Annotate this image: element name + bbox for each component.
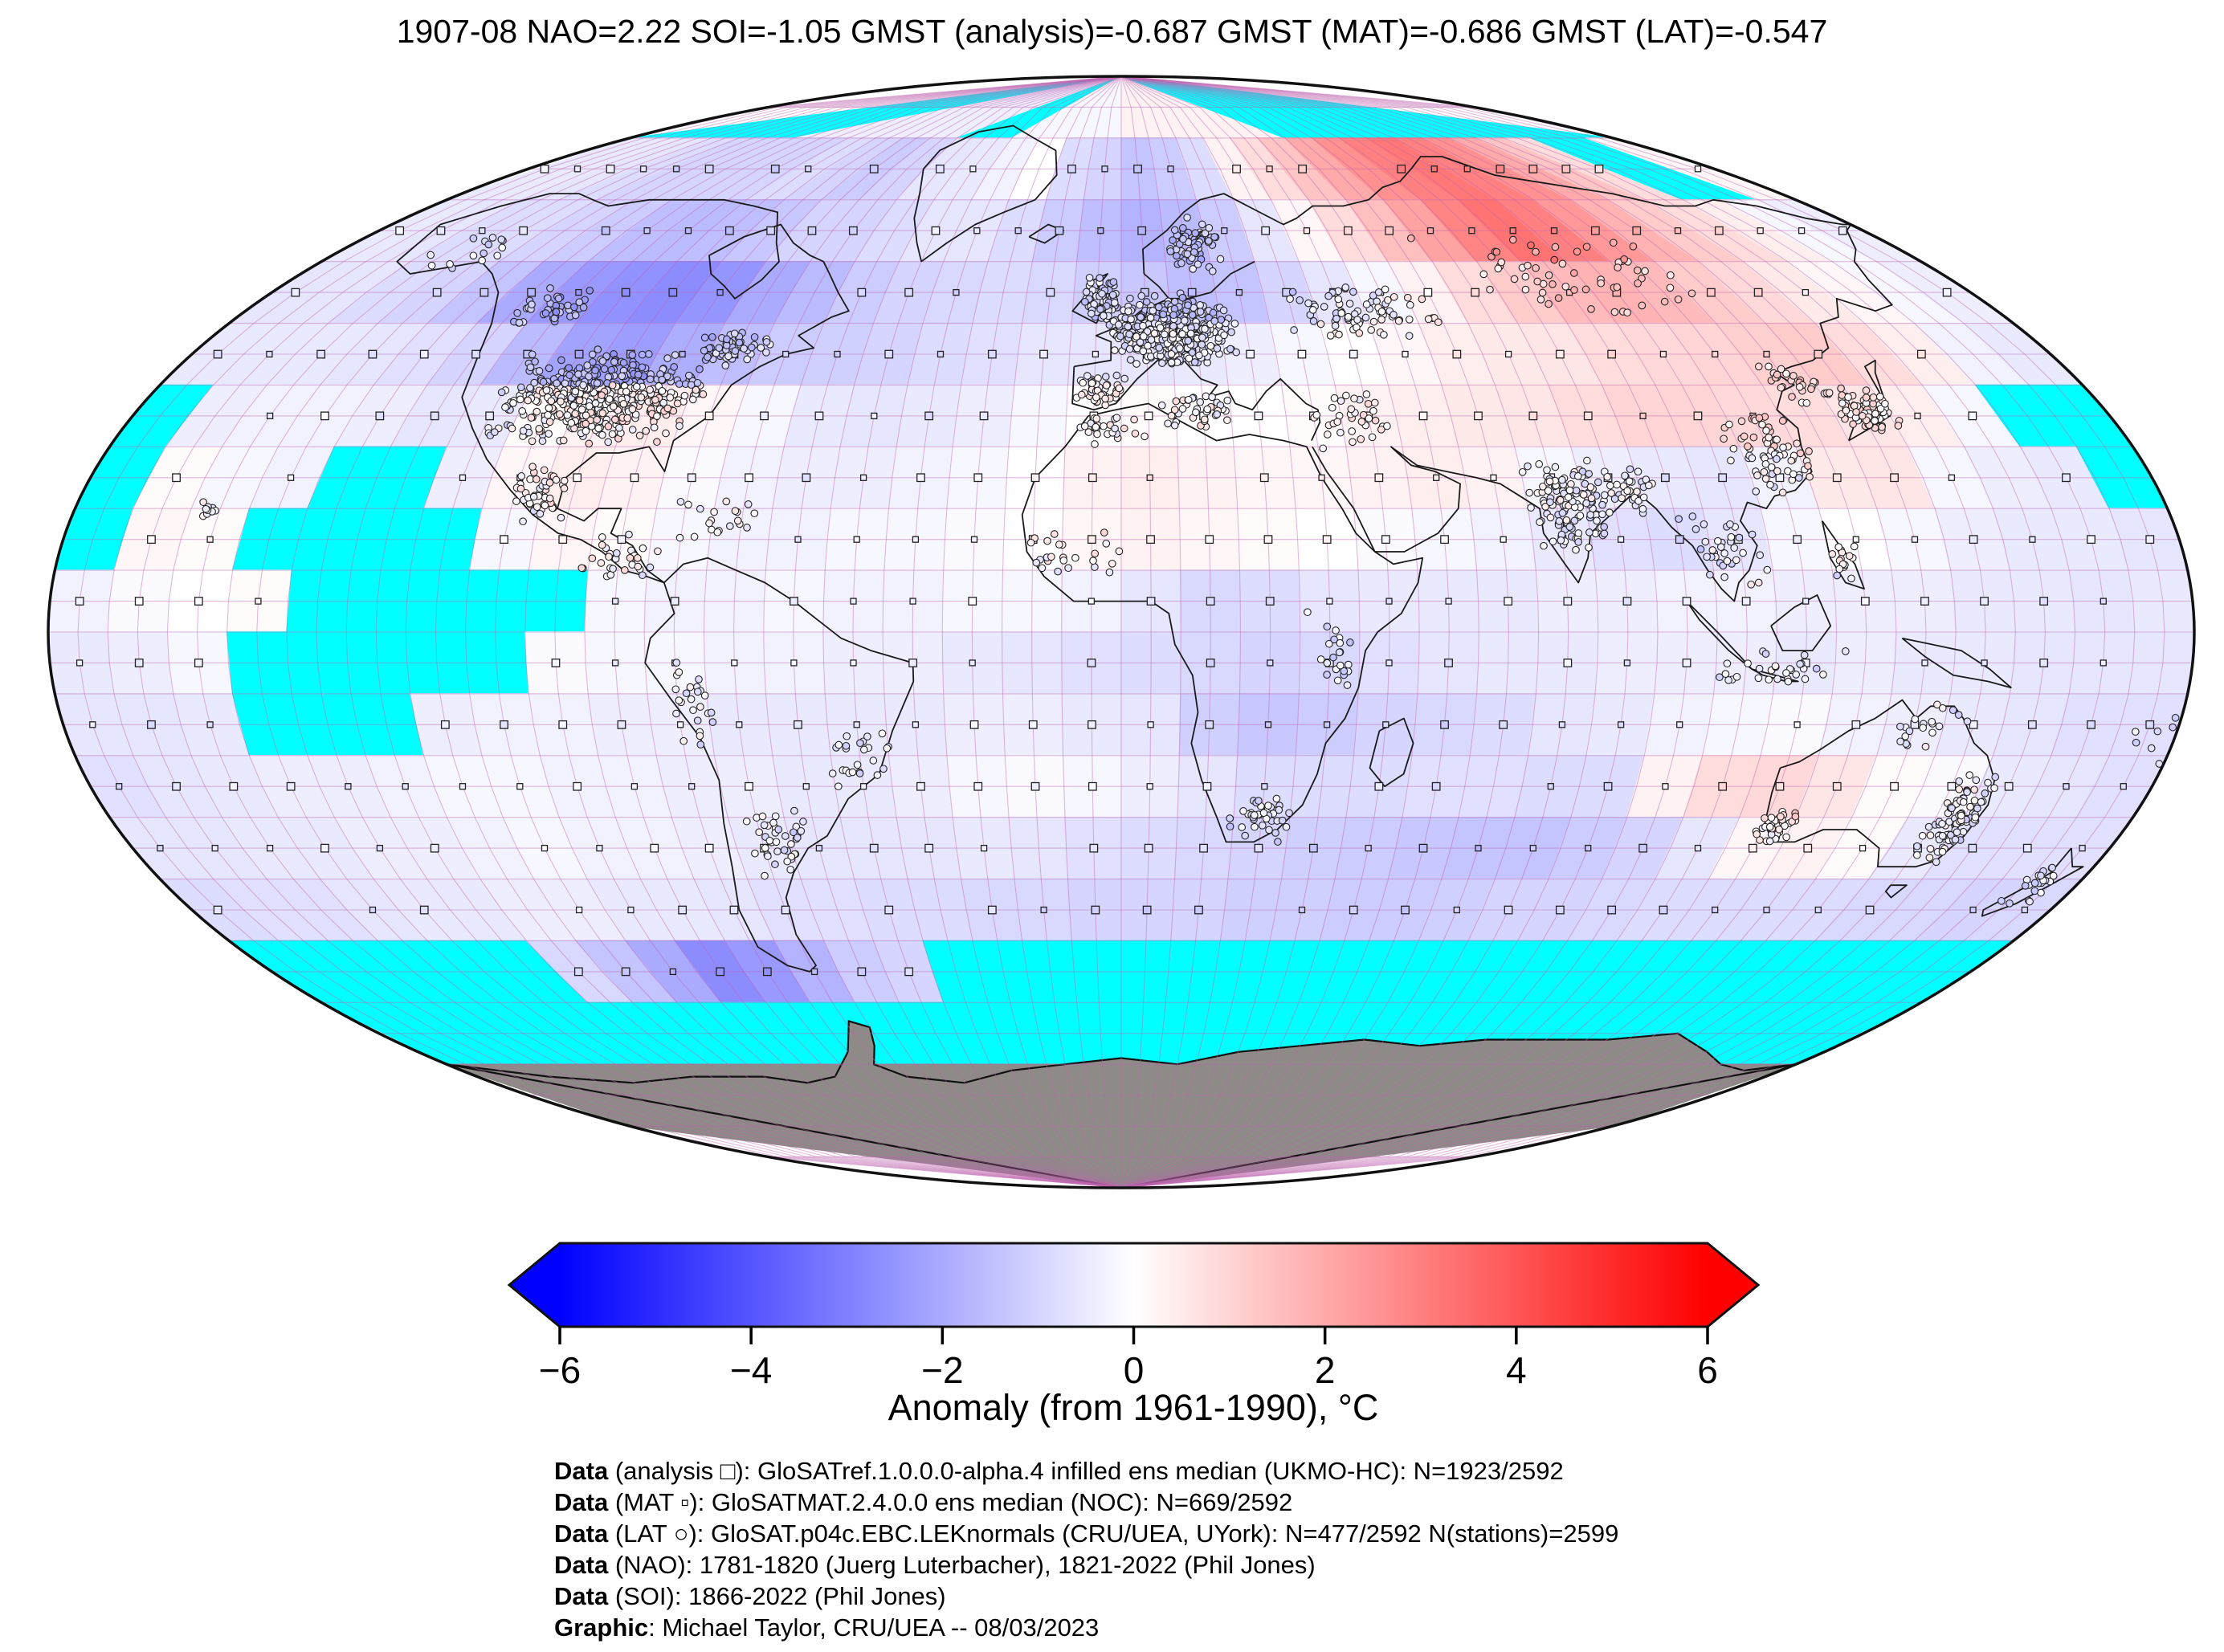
svg-text:0: 0 [1124,1349,1145,1391]
svg-text:−4: −4 [730,1349,772,1391]
antarctica-land [447,1019,1796,1188]
map-outline [47,75,2196,1189]
colorbar-axis-label: Anomaly (from 1961-1990), °C [888,1387,1379,1428]
caption-line: Data (LAT ○): GloSAT.p04c.EBC.LEKnormals… [554,1519,1619,1548]
caption-line: Data (analysis □): GloSATref.1.0.0.0-alp… [554,1457,1564,1485]
colorbar: −6 −4 −2 0 2 4 6 [507,1242,1761,1391]
figure-caption: Data (analysis □): GloSATref.1.0.0.0-alp… [554,1455,1618,1643]
caption-line: Graphic: Michael Taylor, CRU/UEA -- 08/0… [554,1613,1100,1642]
svg-text:2: 2 [1315,1349,1336,1391]
svg-text:−6: −6 [539,1349,581,1391]
caption-line: Data (SOI): 1866-2022 (Phil Jones) [554,1582,946,1610]
svg-text:4: 4 [1506,1349,1527,1391]
svg-text:6: 6 [1697,1349,1718,1391]
caption-line: Data (MAT ▫): GloSATMAT.2.4.0.0 ens medi… [554,1488,1293,1516]
caption-line: Data (NAO): 1781-1820 (Juerg Luterbacher… [554,1551,1316,1579]
svg-text:−2: −2 [921,1349,963,1391]
page-title: 1907-08 NAO=2.22 SOI=-1.05 GMST (analysi… [396,13,1828,50]
station-markers [198,214,2192,908]
